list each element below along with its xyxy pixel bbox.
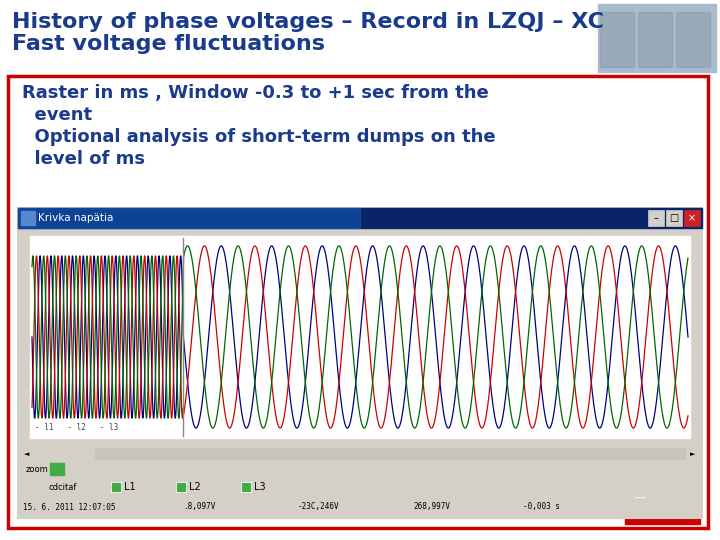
Bar: [111, 482, 121, 492]
Bar: [21, 500, 126, 515]
Text: 15. 6. 2011 12:07:05: 15. 6. 2011 12:07:05: [23, 503, 115, 511]
Bar: [625, 494, 700, 524]
Text: Raster in ms , Window -0.3 to +1 sec from the: Raster in ms , Window -0.3 to +1 sec fro…: [22, 84, 489, 102]
Text: .8,097V: .8,097V: [183, 503, 215, 511]
Text: –: –: [654, 213, 658, 223]
Bar: [181, 500, 286, 515]
Bar: [684, 210, 700, 226]
Bar: [411, 500, 516, 515]
Text: zoom: zoom: [26, 464, 49, 474]
Text: -0,003 s: -0,003 s: [523, 503, 560, 511]
Bar: [18, 498, 702, 516]
Bar: [648, 210, 664, 226]
Bar: [34, 448, 94, 460]
Text: L3: L3: [254, 482, 266, 492]
Text: ×: ×: [688, 213, 696, 223]
FancyBboxPatch shape: [8, 76, 708, 528]
Bar: [600, 12, 634, 67]
Bar: [36, 480, 91, 494]
Text: L2: L2: [189, 482, 201, 492]
Text: cdcitaf: cdcitaf: [49, 483, 77, 491]
Text: ►: ►: [690, 451, 696, 457]
Bar: [20, 448, 34, 460]
Bar: [241, 482, 251, 492]
Bar: [676, 12, 710, 67]
Bar: [21, 211, 35, 225]
Bar: [638, 12, 672, 67]
Text: History of phase voltages – Record in LZQJ – XC: History of phase voltages – Record in LZ…: [12, 12, 604, 32]
Bar: [242, 483, 250, 491]
Text: S: S: [631, 496, 647, 516]
Bar: [176, 482, 186, 492]
Text: - l1   - l2   - l3: - l1 - l2 - l3: [35, 423, 118, 432]
Text: □: □: [670, 213, 679, 223]
Text: level of ms: level of ms: [22, 150, 145, 168]
Bar: [18, 208, 360, 228]
Bar: [112, 483, 120, 491]
Bar: [296, 500, 401, 515]
Bar: [20, 478, 700, 496]
Text: Fast voltage fluctuations: Fast voltage fluctuations: [12, 34, 325, 54]
Bar: [177, 483, 185, 491]
Text: CHRACK: CHRACK: [643, 499, 694, 509]
Text: Krivka napätia: Krivka napätia: [38, 213, 113, 223]
Text: ◄: ◄: [24, 451, 30, 457]
Bar: [20, 460, 700, 478]
Text: L1: L1: [124, 482, 135, 492]
Bar: [598, 4, 716, 72]
Text: -23C,246V: -23C,246V: [298, 503, 340, 511]
Bar: [666, 210, 682, 226]
Bar: [18, 208, 702, 518]
Bar: [521, 500, 626, 515]
Bar: [686, 448, 700, 460]
Bar: [50, 463, 64, 475]
Text: Optional analysis of short-term dumps on the: Optional analysis of short-term dumps on…: [22, 128, 495, 146]
Text: KOMPETENCIA SPÁJA: KOMPETENCIA SPÁJA: [540, 507, 626, 517]
Text: event: event: [22, 106, 92, 124]
Text: TECHNIK: TECHNIK: [643, 509, 685, 519]
Bar: [18, 208, 702, 228]
Bar: [30, 236, 690, 438]
Bar: [20, 448, 700, 460]
Text: 268,997V: 268,997V: [413, 503, 450, 511]
